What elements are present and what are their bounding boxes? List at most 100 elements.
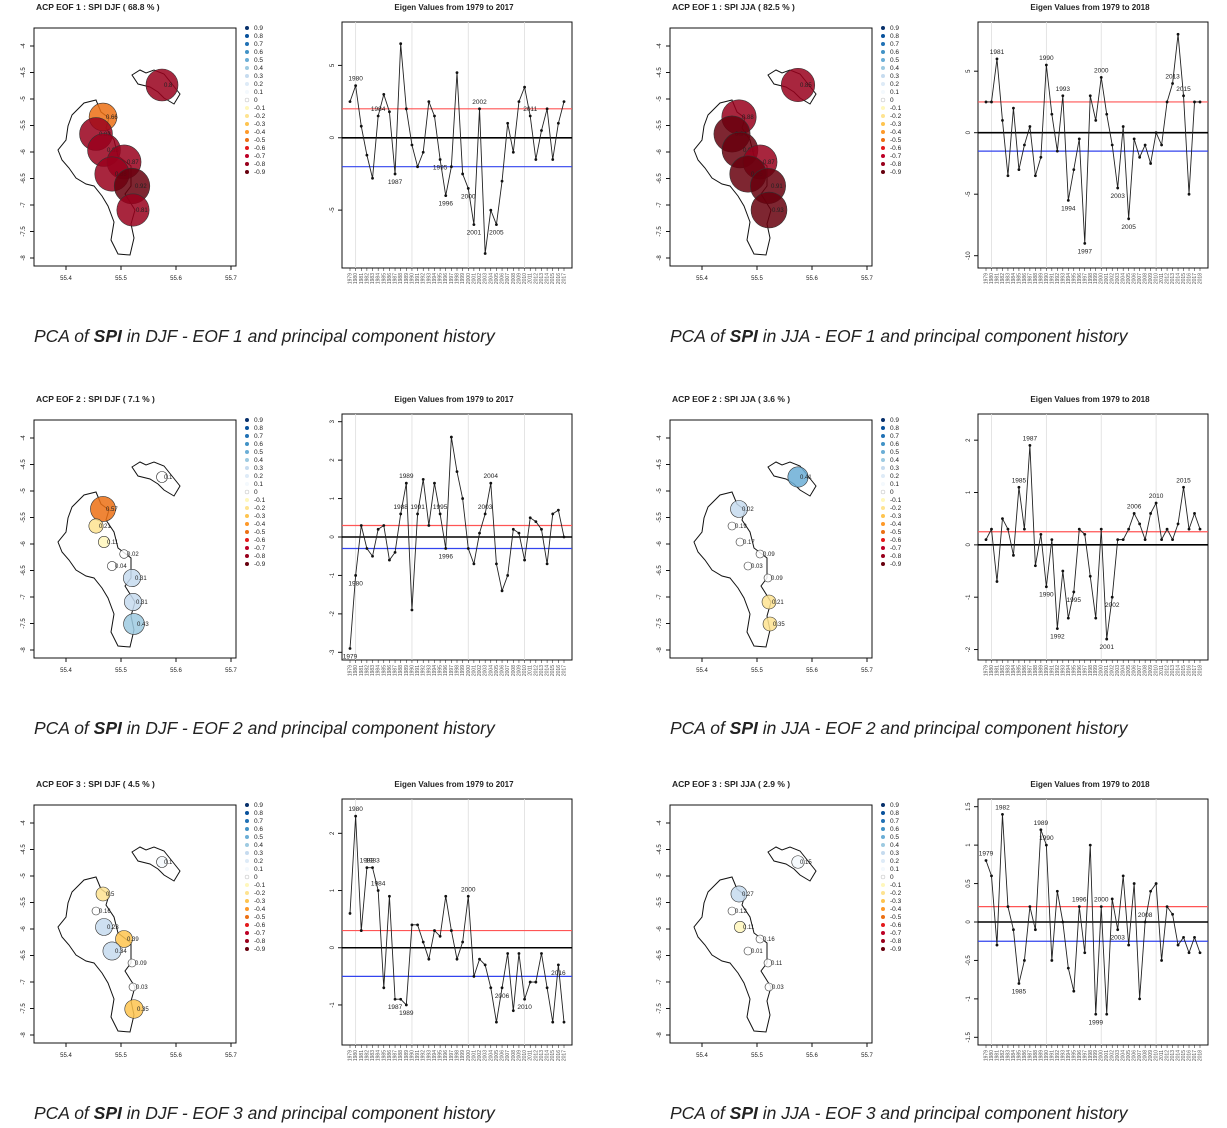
pc-y-tick-label: -1 — [966, 996, 972, 1002]
legend-swatch — [245, 466, 249, 470]
pc-point — [984, 538, 988, 542]
pc-x-tick-label: 1987 — [1027, 665, 1033, 676]
panel-eof: ACP EOF 2 : SPI JJA ( 3.6 % ) -4 -4.5 -5 -5.… — [650, 392, 1227, 692]
legend-swatch — [245, 58, 249, 62]
legend-label: 0.8 — [890, 425, 899, 432]
legend-swatch — [881, 939, 885, 943]
pc-point — [1143, 143, 1147, 147]
station-marker — [124, 593, 142, 611]
legend-label: 0.5 — [254, 57, 263, 64]
pc-x-tick-label: 1983 — [370, 1050, 376, 1061]
pc-point — [427, 524, 431, 527]
pc-point — [478, 957, 481, 961]
pc-point — [1132, 882, 1136, 885]
pc-point — [382, 986, 386, 990]
pc-x-tick-label: 2001 — [471, 665, 477, 676]
pc-x-tick-label: 2016 — [556, 1050, 562, 1061]
map-title: ACP EOF 2 : SPI DJF ( 7.1 % ) — [36, 394, 155, 404]
pc-point — [545, 986, 549, 990]
pc-x-tick-label: 1986 — [1022, 665, 1028, 676]
pc-point — [1094, 119, 1098, 122]
map-x-tick-label: 55.5 — [751, 276, 763, 282]
map-y-tick-label: -7.5 — [657, 226, 663, 237]
legend-label: -0.4 — [254, 906, 266, 913]
island-outline — [693, 876, 772, 1033]
legend-label: -0.2 — [890, 890, 902, 897]
pc-point — [1132, 137, 1136, 141]
pc-y-tick-label: 1 — [330, 496, 336, 500]
station-marker — [730, 500, 748, 518]
map-y-tick-label: -6.5 — [657, 173, 663, 184]
pc-x-tick-label: 1996 — [443, 1050, 449, 1061]
legend-swatch — [881, 506, 885, 510]
pc-point — [1061, 920, 1065, 924]
pc-point — [461, 497, 465, 500]
pc-point — [1050, 959, 1054, 962]
pc-x-tick-label: 2003 — [483, 273, 489, 284]
legend-swatch — [245, 538, 249, 542]
pc-point — [1127, 217, 1131, 221]
pc-y-tick-label: -10 — [966, 251, 972, 260]
legend-label: -0.1 — [890, 497, 902, 504]
pc-x-tick-label: 1989 — [404, 1050, 410, 1061]
legend-label: 0.4 — [254, 457, 263, 464]
pc-year-label: 1980 — [348, 806, 363, 813]
legend-swatch — [245, 26, 249, 30]
pc-point — [984, 859, 988, 862]
legend-label: -0.5 — [890, 137, 902, 144]
pc-point — [1077, 527, 1081, 531]
pc-x-tick-label: 1986 — [387, 273, 393, 284]
caption-bold: SPI — [729, 326, 758, 346]
pc-x-tick-label: 1997 — [1082, 1050, 1088, 1061]
pc-point — [1149, 512, 1153, 515]
pc-x-tick-label: 2011 — [528, 273, 534, 284]
station-marker — [123, 569, 141, 587]
legend-swatch — [245, 122, 249, 126]
pc-x-tick-label: 2010 — [1154, 1050, 1160, 1061]
pc-point — [444, 194, 448, 198]
map-y-tick-label: -7.5 — [21, 618, 27, 629]
panel-svg: ACP EOF 2 : SPI JJA ( 3.6 % ) -4 -4.5 -5 -5.… — [657, 394, 1209, 676]
panel-eof: ACP EOF 1 : SPI JJA ( 82.5 % ) -4 -4.5 -5 -5… — [650, 0, 1227, 300]
pc-x-tick-label: 1994 — [432, 665, 438, 676]
legend-label: -0.3 — [890, 121, 902, 128]
map-x-tick-label: 55.6 — [170, 668, 182, 674]
pc-x-tick-label: 2012 — [1165, 665, 1171, 676]
pc-year-label: 1982 — [360, 858, 375, 865]
pc-point — [416, 923, 419, 927]
pc-point — [1012, 106, 1015, 110]
pc-x-tick-label: 1999 — [1093, 1050, 1099, 1061]
map-x-tick-label: 55.4 — [696, 668, 708, 674]
pc-series-line — [985, 814, 1201, 1015]
station-label: 0.03 — [136, 985, 148, 991]
legend-label: -0.1 — [254, 497, 266, 504]
legend-swatch — [245, 819, 249, 823]
pc-year-label: 2005 — [1121, 224, 1136, 231]
station-label: 0.15 — [800, 860, 812, 866]
pc-point — [1182, 94, 1185, 98]
pc-point — [449, 435, 453, 439]
legend-label: 0.6 — [890, 826, 899, 833]
pc-x-tick-label: 2018 — [1198, 273, 1204, 284]
legend-label: 0.7 — [254, 433, 263, 440]
pc-point — [1198, 527, 1202, 531]
legend-swatch — [245, 891, 249, 895]
pc-point — [1165, 100, 1169, 104]
legend-label: 0.6 — [890, 49, 899, 56]
legend-swatch — [881, 947, 885, 951]
map-x-tick-label: 55.6 — [170, 276, 182, 282]
pc-x-tick-label: 2013 — [1170, 273, 1176, 284]
map-y-tick-label: -7 — [657, 594, 663, 600]
station-label: 0.31 — [136, 600, 148, 606]
legend-swatch — [881, 26, 885, 30]
pc-frame — [977, 413, 1209, 661]
pc-point — [1105, 112, 1109, 116]
legend-swatch — [881, 34, 885, 38]
legend-label: 0.2 — [254, 81, 263, 88]
legend-swatch — [881, 811, 885, 815]
legend-label: -0.2 — [254, 113, 266, 120]
legend-swatch — [245, 859, 249, 863]
pc-point — [388, 558, 391, 562]
pc-x-tick-label: 1982 — [1000, 273, 1006, 284]
pc-x-tick-label: 2006 — [500, 273, 506, 284]
